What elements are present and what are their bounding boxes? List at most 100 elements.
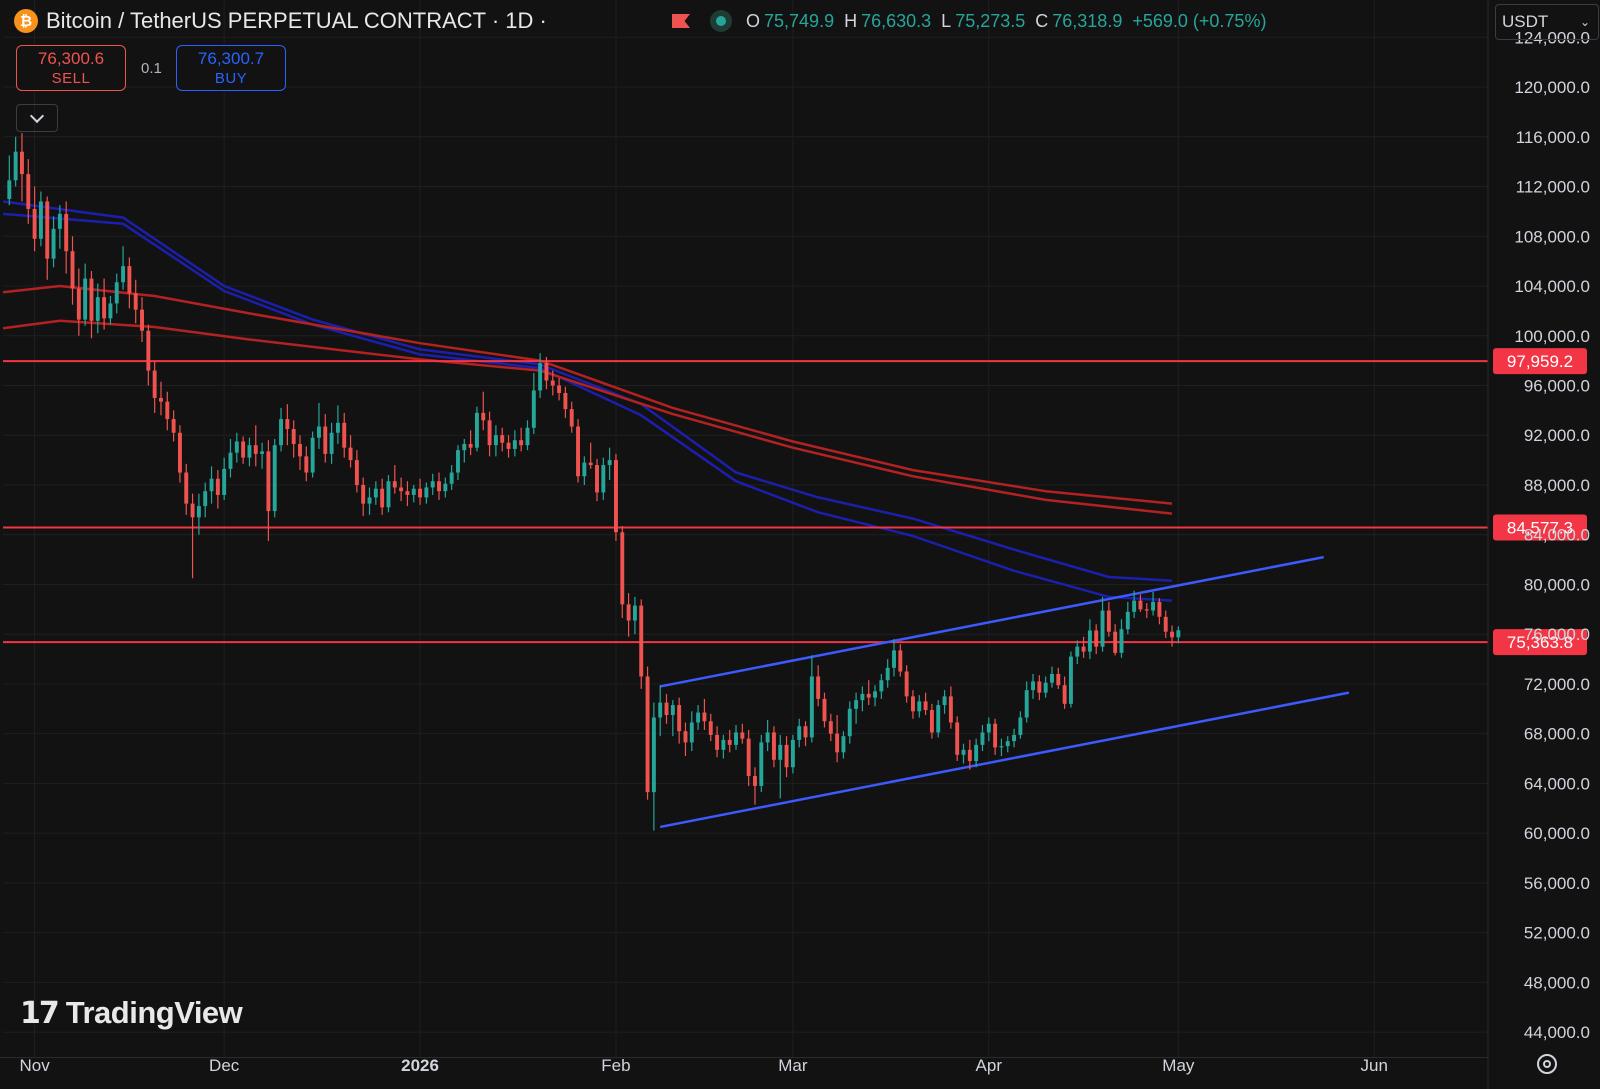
candle (835, 715, 840, 763)
candle-body (222, 468, 227, 495)
candle-body (936, 705, 941, 733)
candle (1075, 640, 1080, 665)
candle (961, 743, 966, 764)
candle-body (272, 445, 277, 512)
time-tick-label: Jun (1361, 1056, 1388, 1075)
candle-body (942, 696, 947, 706)
low-label: L (941, 10, 952, 31)
candle (1087, 619, 1092, 660)
candle-body (955, 722, 960, 755)
candle (253, 425, 258, 467)
candle (392, 465, 397, 494)
candle-body (228, 452, 233, 469)
candle (285, 404, 290, 446)
price-tick-label: 112,000.0 (1516, 178, 1590, 197)
candle (7, 155, 12, 206)
candle (405, 481, 410, 507)
high-label: H (844, 10, 858, 31)
expand-trading-panel-button[interactable] (16, 104, 58, 132)
candle (386, 475, 391, 513)
candle (323, 414, 328, 463)
market-status-icon[interactable] (710, 10, 732, 32)
candle-body (759, 742, 764, 786)
candle (424, 482, 429, 504)
candle (721, 734, 726, 759)
candle-body (241, 441, 246, 458)
candle-body (335, 422, 340, 433)
candle-body (196, 506, 201, 518)
order-quantity[interactable]: 0.1 (141, 60, 162, 77)
candle-body (790, 739, 795, 768)
candle-body (1031, 681, 1035, 691)
candle-body (948, 696, 953, 723)
candle (241, 436, 246, 464)
candle-body (291, 429, 296, 444)
high-value: 76,630.3 (861, 10, 932, 31)
price-tick-label: 84,000.0 (1524, 526, 1590, 545)
price-tick-label: 124,000.0 (1514, 28, 1590, 47)
candle (500, 427, 505, 452)
candle (803, 721, 808, 747)
channel-lower[interactable] (659, 691, 1350, 829)
candle (550, 370, 555, 396)
candle-body (1081, 646, 1086, 652)
candle (121, 246, 126, 290)
channel-upper[interactable] (659, 555, 1324, 688)
candle (159, 381, 163, 416)
candle-body (929, 710, 934, 733)
currency-select[interactable]: USDT ⌄ (1495, 4, 1599, 40)
candle-body (727, 739, 732, 745)
candle-body (203, 491, 208, 507)
candle (689, 711, 694, 752)
buy-button[interactable]: 76,300.7 BUY (176, 45, 286, 91)
candle (822, 692, 827, 728)
candle-body (76, 288, 81, 320)
candle (765, 720, 770, 752)
candle (83, 263, 88, 326)
low-value: 75,273.5 (955, 10, 1026, 31)
candle (367, 487, 372, 515)
candle-body (835, 733, 840, 753)
candle (1113, 624, 1118, 656)
symbol-title[interactable]: Bitcoin / TetherUS PERPETUAL CONTRACT · … (46, 8, 547, 33)
candle (601, 457, 606, 500)
candle-body (95, 297, 100, 321)
candle (1031, 673, 1035, 699)
settings-icon[interactable] (1537, 1054, 1557, 1074)
flag-icon[interactable] (672, 12, 692, 30)
candle (639, 599, 644, 689)
candle-body (114, 282, 119, 304)
candle-body (512, 440, 517, 449)
candle-body (234, 441, 239, 453)
candle-body (70, 251, 75, 289)
candle (89, 271, 94, 339)
candle (418, 478, 423, 505)
price-tick-label: 68,000.0 (1524, 725, 1590, 744)
tradingview-logo[interactable]: 17 TradingView (20, 995, 243, 1031)
candle-body (342, 422, 347, 448)
sell-button[interactable]: 76,300.6 SELL (16, 45, 126, 91)
candle-body (797, 726, 802, 740)
candle-body (620, 532, 625, 605)
candle (177, 425, 182, 483)
candle (133, 279, 138, 324)
symbol-header[interactable]: ₿ Bitcoin / TetherUS PERPETUAL CONTRACT … (14, 8, 547, 34)
candle-body (1068, 656, 1073, 704)
candle-body (298, 443, 302, 457)
candle-body (127, 266, 132, 294)
candle-body (879, 680, 884, 692)
candle (1094, 624, 1099, 655)
candle (746, 729, 751, 786)
ohlc-legend: O 75,749.9 H 76,630.3 L 75,273.5 C 76,31… (672, 10, 1266, 32)
channel-lines[interactable] (659, 555, 1350, 829)
horizontal-levels[interactable]: 97,959.2 84,577.3 75,363.8 (3, 348, 1587, 656)
candle (209, 466, 214, 504)
candle-body (190, 503, 195, 518)
candle-body (847, 708, 852, 737)
candle (1043, 676, 1048, 698)
candle-body (544, 363, 549, 381)
candle (892, 639, 896, 677)
candle-body (159, 397, 163, 402)
candle-body (506, 442, 511, 449)
